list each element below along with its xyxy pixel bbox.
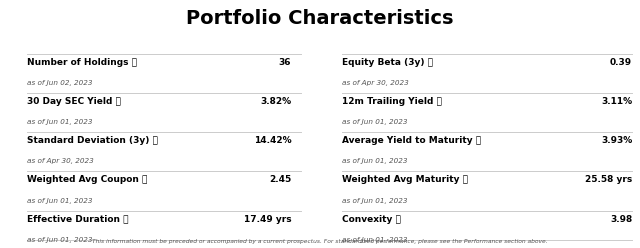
Text: Standard Deviation (3y) ⓘ: Standard Deviation (3y) ⓘ <box>27 136 157 145</box>
Text: This information must be preceded or accompanied by a current prospectus. For st: This information must be preceded or acc… <box>92 239 548 244</box>
Text: Convexity ⓘ: Convexity ⓘ <box>342 215 401 224</box>
Text: 3.93%: 3.93% <box>601 136 632 145</box>
Text: 14.42%: 14.42% <box>253 136 291 145</box>
Text: 3.98: 3.98 <box>610 215 632 224</box>
Text: as of Jun 01, 2023: as of Jun 01, 2023 <box>27 119 92 125</box>
Text: Equity Beta (3y) ⓘ: Equity Beta (3y) ⓘ <box>342 58 433 67</box>
Text: as of Jun 01, 2023: as of Jun 01, 2023 <box>342 119 408 125</box>
Text: Average Yield to Maturity ⓘ: Average Yield to Maturity ⓘ <box>342 136 481 145</box>
Text: as of Jun 01, 2023: as of Jun 01, 2023 <box>342 237 408 243</box>
Text: Portfolio Characteristics: Portfolio Characteristics <box>186 9 454 28</box>
Text: Number of Holdings ⓘ: Number of Holdings ⓘ <box>27 58 137 67</box>
Text: as of Jun 01, 2023: as of Jun 01, 2023 <box>342 158 408 164</box>
Text: 0.39: 0.39 <box>610 58 632 67</box>
Text: 30 Day SEC Yield ⓘ: 30 Day SEC Yield ⓘ <box>27 97 121 106</box>
Text: 2.45: 2.45 <box>269 176 291 185</box>
Text: Weighted Avg Maturity ⓘ: Weighted Avg Maturity ⓘ <box>342 176 468 185</box>
Text: 12m Trailing Yield ⓘ: 12m Trailing Yield ⓘ <box>342 97 442 106</box>
Text: as of Jun 02, 2023: as of Jun 02, 2023 <box>27 80 92 86</box>
Text: Weighted Avg Coupon ⓘ: Weighted Avg Coupon ⓘ <box>27 176 147 185</box>
Text: 17.49 yrs: 17.49 yrs <box>244 215 291 224</box>
Text: 3.11%: 3.11% <box>601 97 632 106</box>
Text: 3.82%: 3.82% <box>260 97 291 106</box>
Text: 25.58 yrs: 25.58 yrs <box>585 176 632 185</box>
Text: as of Jun 01, 2023: as of Jun 01, 2023 <box>27 198 92 204</box>
Text: as of Apr 30, 2023: as of Apr 30, 2023 <box>342 80 409 86</box>
Text: as of Apr 30, 2023: as of Apr 30, 2023 <box>27 158 93 164</box>
Text: as of Jun 01, 2023: as of Jun 01, 2023 <box>342 198 408 204</box>
Text: Effective Duration ⓘ: Effective Duration ⓘ <box>27 215 129 224</box>
Text: 36: 36 <box>279 58 291 67</box>
Text: as of Jun 01, 2023: as of Jun 01, 2023 <box>27 237 92 243</box>
